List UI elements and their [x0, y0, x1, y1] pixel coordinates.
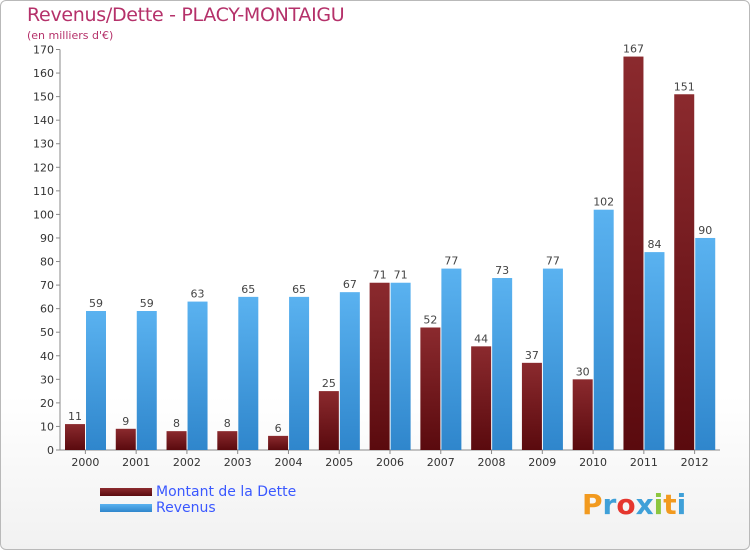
- data-label-revenus: 67: [343, 278, 357, 291]
- x-tick-label: 2012: [681, 456, 709, 469]
- data-label-dette: 8: [224, 417, 231, 430]
- bar-revenus: [441, 268, 462, 450]
- bar-dette: [420, 327, 441, 450]
- data-label-dette: 52: [423, 313, 437, 326]
- bar-revenus: [390, 282, 411, 450]
- logo-letter: P: [582, 488, 603, 521]
- bar-dette: [166, 431, 187, 450]
- bar-dette: [369, 282, 390, 450]
- x-tick-label: 2006: [376, 456, 404, 469]
- x-tick-label: 2001: [122, 456, 150, 469]
- data-label-revenus: 77: [546, 255, 560, 268]
- y-tick-label: 0: [47, 444, 54, 457]
- bar-revenus: [187, 301, 208, 450]
- y-tick-label: 60: [40, 303, 54, 316]
- data-label-dette: 25: [322, 377, 336, 390]
- data-label-dette: 71: [373, 269, 387, 282]
- data-label-revenus: 77: [444, 255, 458, 268]
- x-tick-label: 2008: [478, 456, 506, 469]
- legend-label-dette: Montant de la Dette: [156, 484, 297, 500]
- bar-revenus: [339, 292, 360, 450]
- x-tick-label: 2000: [71, 456, 99, 469]
- y-tick-label: 150: [33, 91, 54, 104]
- y-tick-label: 20: [40, 397, 54, 410]
- y-tick-label: 90: [40, 232, 54, 245]
- logo-letter: o: [616, 488, 636, 521]
- bar-dette: [623, 56, 644, 450]
- bar-dette: [268, 435, 289, 450]
- bar-dette: [115, 428, 136, 450]
- data-label-revenus: 102: [593, 196, 614, 209]
- data-label-revenus: 71: [394, 269, 408, 282]
- chart-subtitle: (en milliers d'€): [27, 29, 114, 42]
- data-label-revenus: 65: [292, 283, 306, 296]
- y-tick-label: 10: [40, 420, 54, 433]
- logo-letter: x: [635, 488, 654, 521]
- bar-revenus: [238, 296, 259, 450]
- y-tick-label: 110: [33, 185, 54, 198]
- data-label-revenus: 59: [89, 297, 103, 310]
- y-tick-label: 170: [33, 44, 54, 57]
- y-tick-label: 100: [33, 208, 54, 221]
- y-tick-label: 50: [40, 326, 54, 339]
- data-label-revenus: 84: [647, 238, 661, 251]
- bar-dette: [65, 424, 85, 450]
- data-label-revenus: 59: [140, 297, 154, 310]
- y-tick-label: 160: [33, 67, 54, 80]
- data-label-revenus: 73: [495, 264, 509, 277]
- bar-revenus: [593, 209, 614, 450]
- data-label-dette: 167: [623, 43, 644, 56]
- logo-letter: t: [663, 488, 677, 521]
- legend-swatch-dette: [100, 488, 152, 496]
- logo-letter: i: [676, 488, 687, 521]
- bar-revenus: [542, 268, 563, 450]
- bar-dette: [674, 94, 695, 450]
- bar-dette: [471, 346, 492, 450]
- data-label-dette: 30: [576, 365, 590, 378]
- data-label-dette: 37: [525, 349, 539, 362]
- data-label-dette: 9: [122, 415, 129, 428]
- y-tick-label: 120: [33, 161, 54, 174]
- x-tick-label: 2002: [173, 456, 201, 469]
- bar-dette: [521, 362, 542, 450]
- data-label-revenus: 90: [698, 224, 712, 237]
- proxiti-logo: Proxiti: [582, 488, 686, 521]
- x-tick-label: 2003: [224, 456, 252, 469]
- x-tick-label: 2010: [579, 456, 607, 469]
- data-label-revenus: 63: [191, 288, 205, 301]
- legend-label-revenus: Revenus: [156, 500, 216, 516]
- bar-revenus: [86, 311, 106, 450]
- x-tick-label: 2011: [630, 456, 658, 469]
- y-tick-label: 130: [33, 138, 54, 151]
- data-label-dette: 6: [275, 422, 282, 435]
- bar-dette: [217, 431, 238, 450]
- bar-dette: [572, 379, 593, 450]
- chart-title: Revenus/Dette - PLACY-MONTAIGU: [27, 4, 345, 26]
- y-tick-label: 140: [33, 114, 54, 127]
- x-tick-label: 2005: [325, 456, 353, 469]
- x-tick-label: 2007: [427, 456, 455, 469]
- data-label-dette: 11: [68, 410, 82, 423]
- y-tick-label: 70: [40, 279, 54, 292]
- bar-revenus: [695, 237, 716, 450]
- y-tick-label: 80: [40, 256, 54, 269]
- data-label-revenus: 65: [241, 283, 255, 296]
- x-tick-label: 2004: [274, 456, 302, 469]
- logo-letter: i: [653, 488, 664, 521]
- bar-revenus: [644, 252, 665, 450]
- bar-revenus: [492, 278, 513, 450]
- data-label-dette: 44: [474, 332, 488, 345]
- bar-revenus: [136, 311, 157, 450]
- legend-swatch-revenus: [100, 504, 152, 512]
- data-label-dette: 151: [674, 80, 695, 93]
- bar-revenus: [289, 296, 310, 450]
- bar-dette: [318, 391, 339, 450]
- x-tick-label: 2009: [528, 456, 556, 469]
- data-label-dette: 8: [173, 417, 180, 430]
- y-tick-label: 40: [40, 350, 54, 363]
- y-tick-label: 30: [40, 373, 54, 386]
- logo-letter: r: [602, 488, 617, 521]
